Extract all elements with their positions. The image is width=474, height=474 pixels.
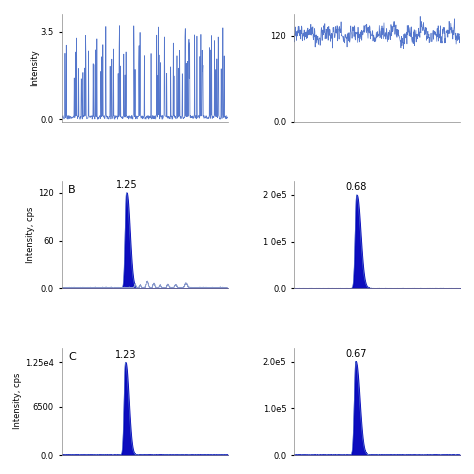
- Text: C: C: [68, 352, 76, 362]
- Y-axis label: Intensity, cps: Intensity, cps: [13, 373, 22, 429]
- Text: 1.25: 1.25: [116, 180, 137, 190]
- Text: 0.67: 0.67: [345, 349, 366, 359]
- Y-axis label: Intensity: Intensity: [30, 50, 39, 86]
- Text: 1.23: 1.23: [115, 349, 136, 360]
- Text: B: B: [68, 185, 76, 195]
- Text: 0.68: 0.68: [346, 182, 367, 192]
- Y-axis label: Intensity, cps: Intensity, cps: [27, 207, 36, 263]
